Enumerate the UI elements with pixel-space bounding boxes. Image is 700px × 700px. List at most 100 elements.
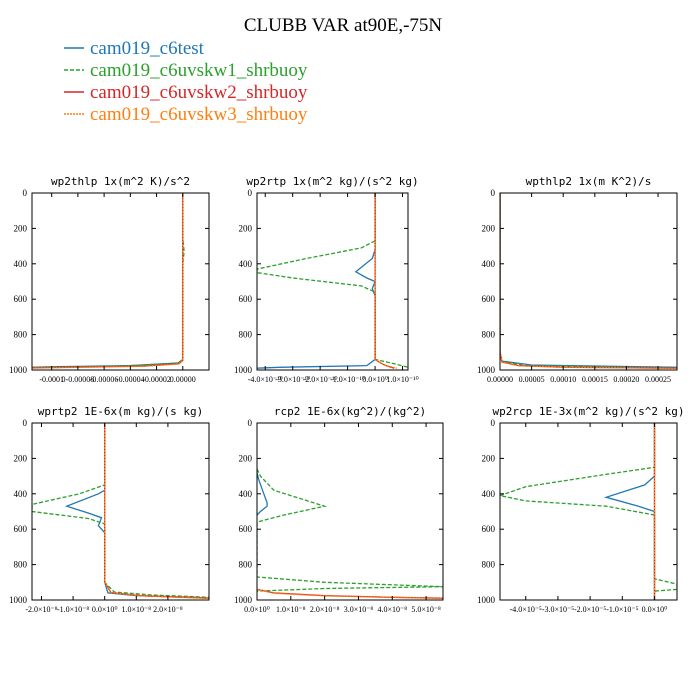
series-line [500,423,677,592]
x-tick-label: 4.0×10⁻⁸ [378,605,408,614]
series-line [500,193,677,369]
y-tick-label: 200 [14,223,28,233]
series-line [32,423,209,598]
legend: cam019_c6test cam019_c6uvskw1_shrbuoy ca… [64,38,308,125]
legend-label: cam019_c6uvskw1_shrbuoy [90,60,308,81]
y-tick-label: 600 [482,524,496,534]
x-tick-label: 0.00015 [582,375,608,384]
figure-title: CLUBB VAR at90E,-75N [244,15,443,36]
panel-title: wp2rcp 1E-3x(m^2 kg)/(s^2 kg) [492,405,684,418]
series-line [500,193,677,370]
x-tick-label: 0.0×10⁰ [642,605,668,614]
x-tick-label: -1.0×10⁻⁸ [57,605,89,614]
series-line [32,193,184,368]
y-tick-label: 400 [482,489,496,499]
plot-frame [31,192,210,371]
panel-grid: wp2thlp 1x(m^2 K)/s^2 0 200 400 600 800 1000 -0… [9,175,685,614]
panel-title: rcp2 1E-6x(kg^2)/(kg^2) [274,405,426,418]
y-tick-label: 600 [239,524,253,534]
y-tick-label: 200 [239,223,253,233]
series-group [500,193,677,370]
series-line [257,472,268,516]
panel-title: wp2rtp 1x(m^2 kg)/(s^2 kg) [246,175,418,188]
y-tick-label: 0 [491,188,496,198]
x-tick-label: -0.00002 [142,375,171,384]
x-tick-label: 0.0×10⁰ [92,605,118,614]
y-tick-label: 800 [239,330,253,340]
series-line [257,193,408,368]
series-line [500,193,677,368]
y-tick-label: 600 [14,294,28,304]
x-tick-label: 0.00000 [170,375,196,384]
legend-item: cam019_c6test [64,38,205,59]
series-group [500,423,677,600]
y-tick-label: 800 [482,330,496,340]
series-line [257,588,443,600]
x-tick-label: 0.00025 [645,375,671,384]
panel-title: wprtp2 1E-6x(m kg)/(s kg) [38,405,204,418]
y-tick-label: 1000 [9,595,28,605]
panel: wprtp2 1E-6x(m kg)/(s kg) 0 200 400 600 800 10… [9,405,210,614]
y-tick-label: 0 [248,188,253,198]
series-line [32,193,184,369]
x-tick-label: -2.0×10⁻¹⁰ [303,375,338,384]
x-tick-label: 0.00010 [550,375,576,384]
y-tick-label: 0 [491,418,496,428]
x-tick-label: 3.0×10⁻⁸ [344,605,374,614]
y-tick-label: 1000 [477,365,496,375]
series-group [257,468,443,600]
x-tick-label: 1.0×10⁻⁸ [276,605,306,614]
plot-frame [256,192,409,371]
series-line [603,423,656,600]
panel-title: wpthlp2 1x(m K^2)/s [526,175,652,188]
x-tick-label: 0.0×10⁰ [244,605,270,614]
x-tick-label: 0.0×10⁰ [362,375,388,384]
x-tick-label: -0.0001 [39,375,64,384]
series-line [374,193,395,369]
series-line [104,423,209,600]
series-line [32,193,184,369]
x-tick-label: -2.0×10⁻⁸ [25,605,57,614]
y-tick-label: 1000 [234,365,253,375]
legend-label: cam019_c6uvskw2_shrbuoy [90,82,308,103]
y-tick-label: 200 [482,453,496,463]
y-tick-label: 400 [239,489,253,499]
panel: wp2rcp 1E-3x(m^2 kg)/(s^2 kg)0 200 400 600 8… [477,405,685,614]
y-tick-label: 800 [239,560,253,570]
panel-title: wp2thlp 1x(m^2 K)/s^2 [51,175,190,188]
x-tick-label: -4.0×10⁻⁵ [510,605,542,614]
y-tick-label: 400 [14,259,28,269]
plot-frame [499,422,678,601]
x-tick-label: 0.00000 [487,375,513,384]
series-line [104,423,209,599]
panel: wpthlp2 1x(m K^2)/s020040060080010000.00… [477,175,678,384]
series-line [32,193,185,369]
y-tick-label: 1000 [9,365,28,375]
y-tick-label: 0 [248,418,253,428]
x-tick-label: -2.0×10⁻⁵ [574,605,606,614]
series-line [500,193,677,369]
y-tick-label: 600 [239,294,253,304]
y-tick-label: 800 [14,560,28,570]
panel: wp2thlp 1x(m^2 K)/s^2 0 200 400 600 800 1000 -0… [9,175,210,384]
x-tick-label: 2.0×10⁻⁸ [310,605,340,614]
y-tick-label: 0 [23,188,28,198]
x-tick-label: -0.00006 [90,375,119,384]
y-tick-label: 800 [14,330,28,340]
plot-frame [256,422,444,601]
x-tick-label: 1.0×10⁻⁸ [122,605,152,614]
x-tick-label: -1.0×10⁻⁵ [606,605,638,614]
series-group [257,193,408,369]
legend-label: cam019_c6uvskw3_shrbuoy [90,104,308,125]
panel: rcp2 1E-6x(kg^2)/(kg^2) 0 200 400 600 800 1000… [234,405,444,614]
x-tick-label: 5.0×10⁻⁸ [411,605,441,614]
series-line [374,193,398,369]
y-tick-label: 800 [482,560,496,570]
x-tick-label: -0.00004 [116,375,145,384]
legend-item: cam019_c6uvskw3_shrbuoy [64,104,308,125]
y-tick-label: 200 [482,223,496,233]
x-tick-label: -4.0×10⁻¹⁰ [248,375,283,384]
legend-item: cam019_c6uvskw1_shrbuoy [64,60,308,81]
legend-label: cam019_c6test [90,38,205,59]
